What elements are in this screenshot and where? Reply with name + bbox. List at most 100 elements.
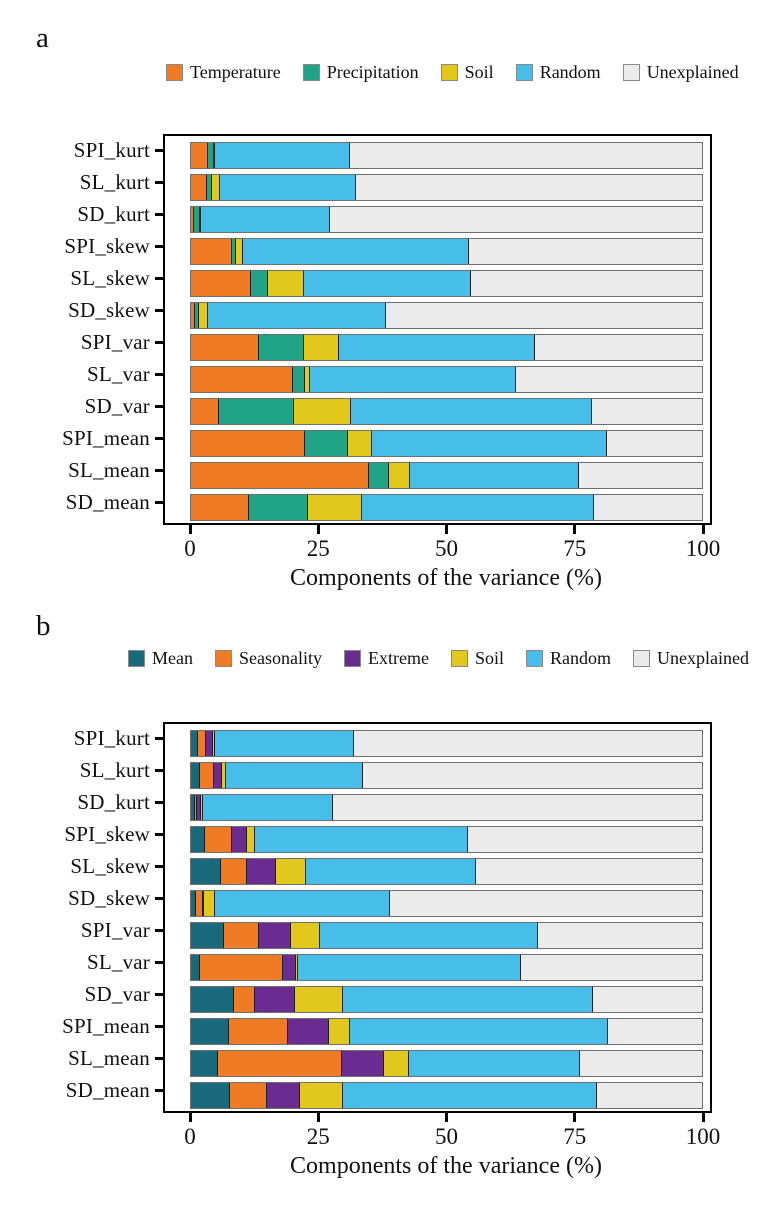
legend-b-items: Mean Seasonality Extreme Soil Random Unexplai… [128,648,749,669]
y-axis-label-sl-mean: SL_mean [0,454,163,486]
segment-seasonality [194,794,197,820]
bar-row-sd-kurt [165,791,710,823]
bar-row-spi-kurt [165,727,710,759]
segment-unexplained [515,366,702,392]
y-axis-label-text: SD_mean [65,1077,150,1102]
segment-precipitation [368,462,389,488]
legend-item-soil: Soil [440,62,494,83]
legend-a-items: Temperature Precipitation Soil Random Unexpl… [166,62,739,83]
chart-b: SPI_kurt SL_kurt SD_kurt SPI_skew SL_skew SD_… [0,722,712,1113]
segment-soil [290,922,319,948]
y-axis-tick [155,404,163,408]
segment-precipitation [206,142,213,168]
stacked-bar-spi-skew [190,237,703,265]
segment-extreme [230,826,246,852]
segment-temperature [191,174,207,200]
x-axis-tick [188,525,192,534]
y-axis-label-spi-kurt: SPI_kurt [0,722,163,754]
y-axis-label-spi-kurt: SPI_kurt [0,134,163,166]
segment-random [213,890,389,916]
y-axis-tick [155,212,163,216]
stacked-bar-sd-skew [190,889,703,917]
bar-row-sl-skew [165,267,710,299]
segment-temperature [191,334,259,360]
segment-seasonality [199,762,213,788]
y-axis-label-sd-var: SD_var [0,978,163,1010]
y-axis-tick [155,832,163,836]
x-axis-tick [445,525,448,534]
segment-precipitation [303,430,348,456]
stacked-bar-sl-skew [190,857,703,885]
segment-soil [303,366,310,392]
x-tick-label: 100 [685,1124,721,1149]
segment-random [302,270,471,296]
bar-row-spi-skew [165,235,710,267]
extreme-swatch [343,650,361,667]
y-axis-tick [155,372,163,376]
segment-soil [298,1082,343,1108]
x-tick-label: 50 [435,1124,458,1149]
segment-mean [191,794,195,820]
chart-a-y-axis: SPI_kurt SL_kurt SD_kurt SPI_skew SL_skew SD_… [0,134,163,525]
segment-temperature [191,270,251,296]
segment-soil [212,142,215,168]
segment-precipitation [248,494,308,520]
stacked-bar-sl-kurt [190,761,703,789]
seasonality-swatch [214,650,232,667]
segment-unexplained [536,922,702,948]
segment-unexplained [354,174,702,200]
segment-mean [191,858,220,884]
segment-soil [307,494,361,520]
y-axis-label-text: SD_var [84,393,150,418]
y-axis-label-text: SL_var [86,361,150,386]
segment-unexplained [607,1018,702,1044]
stacked-bar-spi-mean [190,1017,703,1045]
y-axis-label-text: SPI_mean [62,425,150,450]
bar-row-spi-mean [165,1015,710,1047]
segment-unexplained [467,826,702,852]
segment-random [349,398,592,424]
y-axis-label-sd-kurt: SD_kurt [0,198,163,230]
segment-soil [202,890,214,916]
segment-seasonality [219,858,246,884]
segment-temperature [191,430,304,456]
bar-row-sl-mean [165,1047,710,1079]
y-axis-label-text: SD_skew [68,885,150,910]
x-axis-tick [573,1113,577,1122]
segment-temperature [191,398,218,424]
segment-random [409,462,579,488]
bar-row-spi-var [165,919,710,951]
segment-unexplained [595,1082,702,1108]
x-axis-tick [316,525,320,534]
stacked-bar-sd-var [190,985,703,1013]
x-tick-label: 100 [685,536,721,561]
segment-seasonality [199,954,283,980]
legend-label: Extreme [367,648,429,668]
segment-random [254,826,468,852]
stacked-bar-sd-mean [190,493,703,521]
legend-b: Mean Seasonality Extreme Soil Random Unexplai… [0,648,760,672]
x-tick-label: 25 [306,1124,330,1149]
y-axis-label-text: SPI_skew [64,821,150,846]
y-axis-label-spi-mean: SPI_mean [0,422,163,454]
segment-mean [191,1018,228,1044]
unexplained-swatch [632,650,650,667]
legend-item-random: Random [515,62,601,83]
bar-row-sl-var [165,951,710,983]
bar-row-sd-mean [165,491,710,523]
legend-item-random: Random [525,648,611,669]
segment-soil [294,954,298,980]
segment-random [348,1018,608,1044]
stacked-bar-spi-mean [190,429,703,457]
segment-random [224,762,362,788]
segment-unexplained [579,1050,702,1076]
segment-soil [221,762,225,788]
stacked-bar-sd-skew [190,301,703,329]
segment-seasonality [228,1082,266,1108]
segment-extreme [265,1082,299,1108]
panel-b-letter: b [36,610,51,642]
bar-row-sl-mean [165,459,710,491]
y-axis-tick [155,1024,163,1028]
segment-precipitation [193,302,199,328]
segment-soil [302,334,339,360]
